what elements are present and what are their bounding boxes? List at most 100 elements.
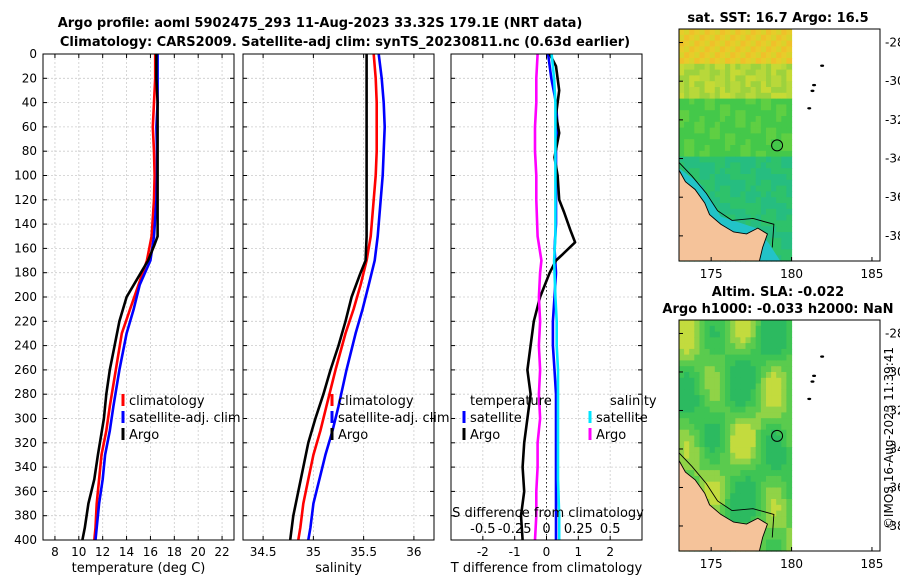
- field-cell: [766, 406, 772, 413]
- field-cell: [771, 52, 777, 59]
- field-cell: [740, 208, 747, 216]
- field-cell: [776, 406, 782, 413]
- field-cell: [725, 127, 731, 134]
- field-cell: [745, 423, 752, 431]
- field-cell: [740, 75, 747, 82]
- y-tick-label: 140: [14, 217, 37, 231]
- field-cell: [740, 406, 747, 413]
- imos-watermark: ©IMOS 16-Aug-2023 11:39:41: [882, 347, 896, 529]
- field-cell: [684, 343, 690, 350]
- field-cell: [694, 389, 700, 396]
- field-cell: [689, 412, 695, 419]
- field-cell: [740, 493, 747, 500]
- field-cell: [766, 58, 772, 65]
- field-cell: [740, 377, 747, 385]
- field-cell: [689, 40, 695, 47]
- field-cell: [719, 52, 726, 59]
- field-cell: [714, 320, 721, 327]
- field-cell: [679, 348, 685, 356]
- field-cell: [750, 423, 757, 431]
- field-cell: [725, 377, 731, 385]
- field-cell: [740, 69, 747, 76]
- field-cell: [771, 46, 777, 53]
- field-cell: [760, 29, 767, 36]
- field-cell: [740, 98, 747, 105]
- field-cell: [699, 452, 706, 460]
- field-cell: [781, 87, 787, 94]
- field-cell: [689, 58, 695, 65]
- field-cell: [781, 377, 787, 385]
- field-cell: [704, 121, 711, 129]
- field-cell: [689, 29, 695, 36]
- field-cell: [781, 174, 787, 181]
- field-cell: [755, 464, 762, 471]
- field-cell: [781, 337, 787, 344]
- field-cell: [735, 475, 741, 483]
- field-cell: [750, 383, 757, 390]
- field-cell: [735, 69, 741, 76]
- field-cell: [694, 458, 700, 465]
- field-cell: [760, 481, 767, 489]
- legend-label: climatology: [129, 394, 205, 409]
- field-cell: [689, 331, 695, 338]
- y-tick-label: -36: [885, 190, 900, 204]
- field-cell: [704, 360, 711, 367]
- field-cell: [771, 354, 777, 361]
- field-cell: [679, 46, 685, 53]
- field-cell: [760, 110, 767, 117]
- field-cell: [699, 133, 706, 140]
- field-cell: [699, 29, 706, 36]
- field-cell: [689, 63, 695, 71]
- field-cell: [755, 499, 762, 506]
- field-cell: [725, 208, 731, 216]
- field-cell: [786, 127, 793, 134]
- field-cell: [771, 92, 777, 100]
- field-cell: [735, 121, 741, 129]
- field-cell: [781, 383, 787, 390]
- field-cell: [689, 423, 695, 431]
- field-cell: [709, 441, 716, 448]
- field-cell: [776, 168, 782, 175]
- field-cell: [679, 366, 685, 373]
- field-cell: [766, 458, 772, 465]
- field-cell: [679, 412, 685, 419]
- field-cell: [714, 46, 721, 53]
- series-line-climatology: [93, 54, 157, 541]
- field-cell: [694, 406, 700, 413]
- field-cell: [766, 87, 772, 94]
- field-cell: [755, 400, 762, 408]
- field-cell: [699, 400, 706, 408]
- field-cell: [725, 75, 731, 82]
- field-cell: [689, 400, 695, 408]
- field-cell: [694, 110, 700, 117]
- field-cell: [740, 400, 747, 408]
- field-cell: [776, 145, 782, 152]
- field-cell: [760, 179, 767, 187]
- field-cell: [699, 179, 706, 187]
- field-cell: [725, 174, 731, 181]
- y-tick-label: -28: [885, 326, 900, 340]
- field-cell: [719, 383, 726, 390]
- field-cell: [689, 389, 695, 396]
- field-cell: [714, 504, 721, 512]
- y-tick-label: -28: [885, 36, 900, 50]
- field-cell: [694, 464, 700, 471]
- s-axis-tick-label: -0.5: [470, 522, 495, 537]
- field-cell: [750, 377, 757, 385]
- field-cell: [704, 366, 711, 373]
- field-cell: [771, 150, 777, 158]
- field-cell: [719, 423, 726, 431]
- field-cell: [766, 197, 772, 204]
- field-cell: [760, 475, 767, 483]
- field-cell: [730, 46, 736, 53]
- field-cell: [776, 435, 782, 442]
- field-cell: [781, 121, 787, 129]
- field-cell: [735, 75, 741, 82]
- field-cell: [771, 504, 777, 512]
- field-cell: [760, 208, 767, 216]
- field-cell: [766, 395, 772, 402]
- map-frame: [678, 319, 881, 552]
- field-cell: [786, 545, 793, 552]
- field-cell: [781, 510, 787, 517]
- field-cell: [786, 168, 793, 175]
